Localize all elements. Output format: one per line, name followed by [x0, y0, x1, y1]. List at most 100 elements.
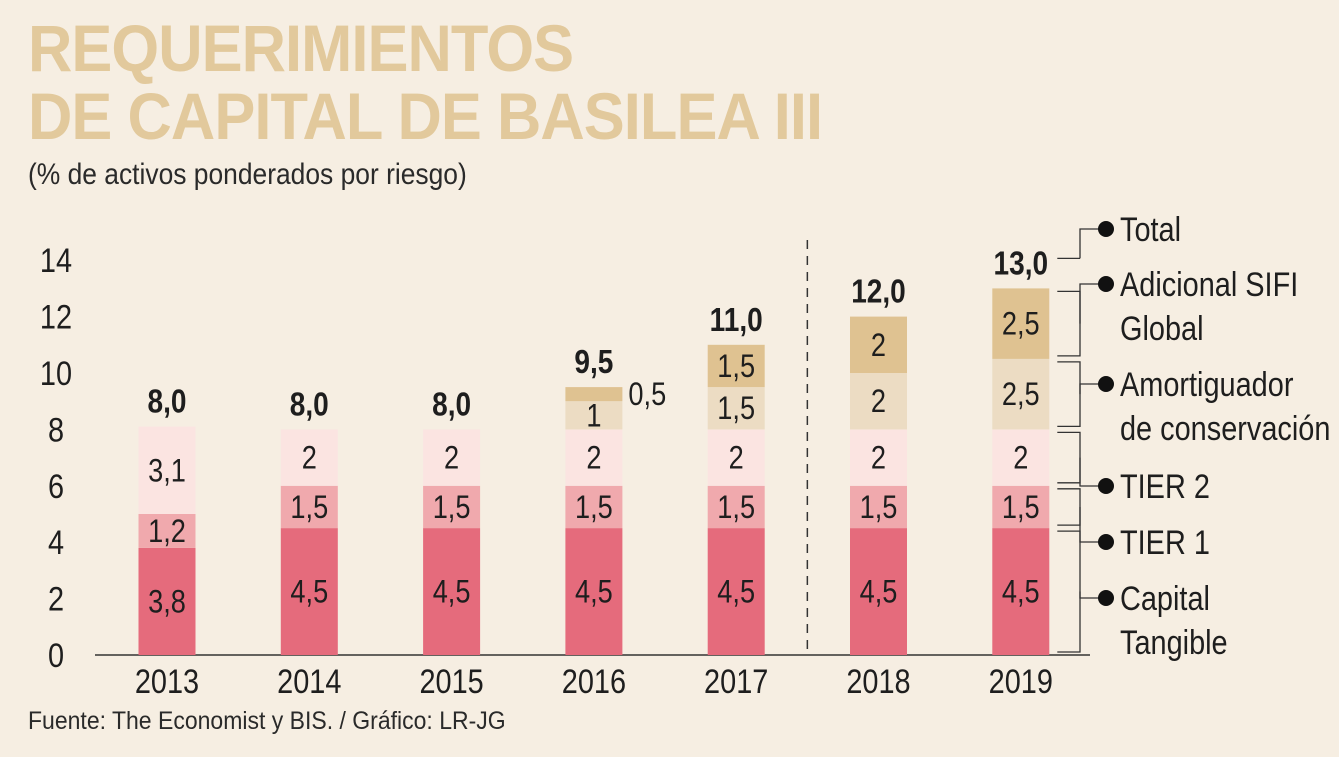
total-value-label: 12,0 — [851, 274, 906, 311]
bar-segment — [565, 401, 623, 430]
bar-segment — [707, 344, 765, 388]
x-tick-label: 2019 — [989, 662, 1053, 701]
segment-value-label: 1,5 — [860, 490, 898, 526]
legend-dot — [1098, 478, 1114, 494]
legend-dot — [1098, 534, 1114, 550]
bar-segment — [138, 547, 196, 655]
title-line-1: REQUERIMIENTOS — [28, 11, 574, 85]
bar-segment — [423, 485, 481, 529]
bar-segment — [423, 429, 481, 486]
legend-bracket — [1057, 431, 1081, 484]
bar-segment — [850, 373, 907, 430]
segment-value-label: 1,5 — [433, 490, 471, 526]
legend-label: Total — [1120, 210, 1181, 249]
segment-value-label: 1 — [586, 398, 601, 434]
x-tick-label: 2016 — [562, 662, 626, 701]
y-tick-label: 10 — [40, 354, 72, 393]
bar-segment — [707, 485, 765, 529]
segment-value-label: 3,8 — [148, 584, 186, 620]
legend-bracket — [1057, 290, 1081, 357]
bar-segment — [280, 429, 338, 486]
y-tick-label: 2 — [48, 579, 64, 618]
bar-segment — [992, 429, 1050, 486]
y-tick-label: 0 — [48, 636, 64, 675]
legend-bracket — [1057, 488, 1081, 526]
segment-value-label: 1,5 — [717, 391, 755, 427]
legend-dot — [1098, 376, 1114, 392]
segment-value-label: 4,5 — [1002, 575, 1040, 611]
chart-title: REQUERIMIENTOS DE CAPITAL DE BASILEA III — [28, 11, 823, 153]
bar-segment — [565, 429, 623, 486]
x-tick-label: 2015 — [419, 662, 483, 701]
total-value-label: 9,5 — [574, 344, 613, 381]
legend-label: Capital — [1120, 579, 1210, 618]
segment-value-label: 1,5 — [575, 490, 613, 526]
legend-connector — [1079, 591, 1106, 599]
y-tick-label: 8 — [48, 410, 64, 449]
bar-segment — [707, 429, 765, 486]
legend-connector — [1079, 457, 1106, 487]
bar-segment — [850, 316, 907, 373]
y-tick-label: 12 — [40, 297, 72, 336]
bar-segment — [280, 528, 338, 655]
bar-segment — [850, 528, 907, 655]
segment-value-label: 2 — [444, 441, 459, 477]
bar-segment — [565, 485, 623, 529]
bar-segment — [423, 528, 481, 655]
x-tick-label: 2017 — [704, 662, 768, 701]
legend-dot — [1098, 276, 1114, 292]
legend-connector — [1079, 228, 1106, 259]
segment-value-label: 3,1 — [148, 453, 186, 489]
bar-segment — [992, 485, 1050, 529]
segment-value-label: 1,2 — [148, 514, 186, 550]
total-value-label: 8,0 — [148, 383, 187, 420]
total-value-label: 11,0 — [710, 302, 763, 339]
legend-label: de conservación — [1120, 409, 1330, 448]
segment-value-label: 2,5 — [1002, 307, 1040, 343]
y-tick-label: 6 — [48, 467, 64, 506]
bar-segment — [992, 288, 1050, 359]
x-tick-label: 2018 — [846, 662, 910, 701]
segment-value-label: 2,5 — [1002, 377, 1040, 413]
total-value-label: 8,0 — [290, 386, 329, 423]
legend-bracket — [1057, 361, 1081, 428]
segment-value-label: 2 — [586, 441, 601, 477]
segment-value-label: 2 — [1013, 441, 1028, 477]
segment-value-label: 4,5 — [717, 575, 755, 611]
legend-dot — [1098, 221, 1114, 237]
x-tick-label: 2013 — [135, 662, 199, 701]
bar-segment — [707, 387, 765, 430]
bar-segment — [707, 528, 765, 655]
segment-value-label: 0,5 — [628, 377, 666, 413]
segment-value-label: 2 — [871, 441, 886, 477]
bar-segment — [565, 528, 623, 655]
legend-label: TIER 2 — [1120, 467, 1210, 506]
legend-label: Adicional SIFI — [1120, 265, 1298, 304]
x-tick-label: 2014 — [277, 662, 341, 701]
segment-value-label: 2 — [871, 328, 886, 364]
segment-value-label: 4,5 — [290, 575, 328, 611]
segment-value-label: 1,5 — [1002, 490, 1040, 526]
legend-label: Tangible — [1120, 623, 1228, 662]
segment-value-label: 4,5 — [575, 575, 613, 611]
bar-segment — [992, 358, 1050, 430]
total-value-label: 13,0 — [994, 245, 1049, 282]
segment-value-label: 4,5 — [433, 575, 471, 611]
bar-segment — [280, 485, 338, 529]
legend-label: Global — [1120, 309, 1204, 348]
source-note: Fuente: The Economist y BIS. / Gráfico: … — [28, 707, 506, 735]
segment-value-label: 4,5 — [860, 575, 898, 611]
segment-value-label: 2 — [302, 441, 317, 477]
segment-value-label: 1,5 — [290, 490, 328, 526]
legend-connector — [1079, 383, 1106, 395]
legend-connector — [1079, 283, 1106, 324]
chart-subtitle: (% de activos ponderados por riesgo) — [28, 158, 467, 191]
legend-label: TIER 1 — [1120, 523, 1210, 562]
y-tick-label: 4 — [48, 523, 64, 562]
bar-segment — [850, 485, 907, 529]
y-tick-label: 14 — [40, 241, 72, 280]
bar-segment — [992, 528, 1050, 655]
bar-segment — [138, 426, 196, 514]
title-line-2: DE CAPITAL DE BASILEA III — [28, 79, 823, 153]
